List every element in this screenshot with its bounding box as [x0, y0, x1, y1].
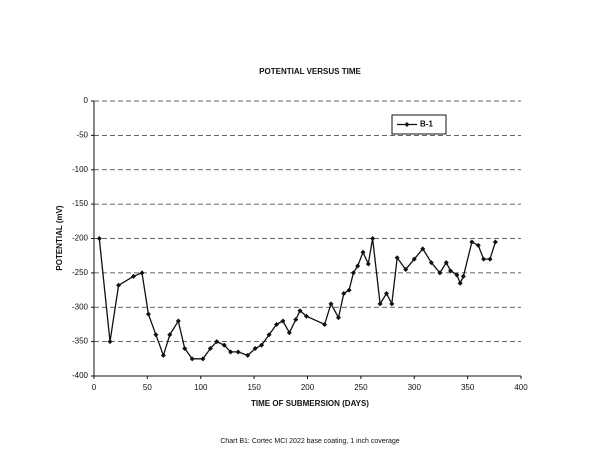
- y-tick-label: -100: [72, 165, 89, 174]
- data-point: [350, 270, 356, 276]
- x-tick-label: 300: [408, 383, 422, 392]
- chart-title: POTENTIAL VERSUS TIME: [259, 67, 361, 76]
- data-point: [235, 349, 241, 355]
- data-point: [259, 342, 265, 348]
- x-axis-label: TIME OF SUBMERSION (DAYS): [251, 399, 369, 408]
- data-point: [403, 266, 409, 272]
- legend-marker: [404, 122, 410, 127]
- data-point: [293, 317, 299, 323]
- data-point: [469, 239, 475, 245]
- data-point: [437, 270, 443, 276]
- y-tick-label: -150: [72, 199, 89, 208]
- data-point: [457, 280, 463, 286]
- data-point: [377, 301, 383, 307]
- data-point: [96, 236, 102, 241]
- data-point: [487, 256, 493, 262]
- data-point: [153, 332, 159, 338]
- data-point: [443, 260, 449, 266]
- data-point: [448, 268, 454, 274]
- x-tick-label: 0: [92, 383, 97, 392]
- data-point: [266, 332, 272, 338]
- data-point: [383, 291, 389, 296]
- data-point: [454, 272, 460, 278]
- y-tick-label: -200: [72, 234, 89, 243]
- data-point: [175, 318, 181, 324]
- data-point: [139, 270, 145, 276]
- y-axis-label: POTENTIAL (mV): [55, 205, 64, 271]
- data-point: [207, 346, 213, 351]
- legend-box: [391, 114, 447, 135]
- data-point: [365, 261, 371, 267]
- y-tick-label: 0: [84, 96, 89, 105]
- x-tick-label: 250: [354, 383, 368, 392]
- data-point: [160, 352, 166, 358]
- y-tick-label: -50: [76, 130, 88, 139]
- y-tick-label: -350: [72, 337, 89, 346]
- data-point: [280, 318, 286, 324]
- y-tick-label: -300: [72, 302, 89, 311]
- x-tick-label: 50: [143, 383, 152, 392]
- data-point: [394, 255, 400, 261]
- x-tick-label: 100: [194, 383, 208, 392]
- legend-label: B-1: [420, 120, 433, 129]
- x-tick-label: 350: [461, 383, 475, 392]
- data-point: [130, 273, 136, 279]
- data-point: [221, 342, 227, 348]
- data-point: [297, 308, 303, 314]
- data-point: [245, 352, 251, 358]
- data-point: [389, 301, 395, 307]
- data-point: [189, 356, 195, 362]
- data-point: [481, 256, 487, 262]
- data-point: [182, 346, 188, 351]
- data-point: [460, 273, 466, 279]
- data-point: [411, 256, 417, 262]
- data-point: [116, 282, 122, 288]
- data-point: [228, 349, 234, 355]
- data-point: [145, 311, 151, 317]
- data-point: [167, 332, 173, 338]
- data-point: [355, 263, 361, 269]
- data-point: [252, 346, 258, 351]
- x-tick-label: 400: [514, 383, 528, 392]
- data-point: [341, 291, 347, 296]
- data-point: [335, 315, 341, 321]
- data-point: [274, 321, 280, 327]
- data-point: [346, 287, 352, 293]
- y-tick-label: -250: [72, 268, 89, 277]
- data-point: [286, 330, 292, 336]
- x-tick-label: 150: [247, 383, 261, 392]
- data-line: [98, 238, 497, 360]
- data-point: [428, 260, 434, 266]
- data-point: [303, 313, 309, 319]
- y-tick-label: -400: [72, 371, 89, 380]
- data-point: [360, 249, 366, 255]
- data-point: [370, 236, 376, 241]
- caption: Chart B1: Cortec MCI 2022 base coating, …: [220, 438, 399, 445]
- data-point: [214, 339, 220, 345]
- data-point: [492, 239, 498, 245]
- data-point: [322, 321, 328, 327]
- data-point: [420, 246, 426, 252]
- data-point: [475, 242, 481, 248]
- data-point: [200, 356, 206, 362]
- data-point: [107, 339, 113, 345]
- data-point: [328, 301, 334, 307]
- x-tick-label: 200: [301, 383, 315, 392]
